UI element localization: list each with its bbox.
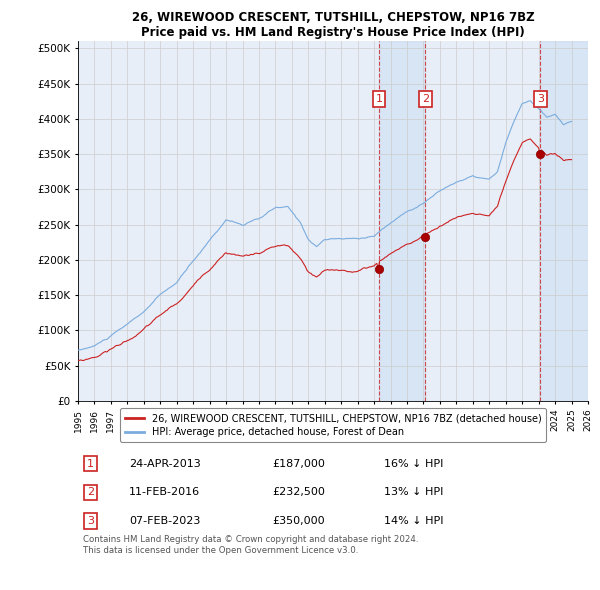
Text: 16% ↓ HPI: 16% ↓ HPI (384, 458, 443, 468)
Title: 26, WIREWOOD CRESCENT, TUTSHILL, CHEPSTOW, NP16 7BZ
Price paid vs. HM Land Regis: 26, WIREWOOD CRESCENT, TUTSHILL, CHEPSTO… (131, 11, 535, 39)
Text: 14% ↓ HPI: 14% ↓ HPI (384, 516, 443, 526)
Text: 1: 1 (376, 94, 382, 104)
Legend: 26, WIREWOOD CRESCENT, TUTSHILL, CHEPSTOW, NP16 7BZ (detached house), HPI: Avera: 26, WIREWOOD CRESCENT, TUTSHILL, CHEPSTO… (119, 408, 547, 442)
Text: £232,500: £232,500 (272, 487, 325, 497)
Text: £187,000: £187,000 (272, 458, 325, 468)
Text: 13% ↓ HPI: 13% ↓ HPI (384, 487, 443, 497)
Text: 3: 3 (537, 94, 544, 104)
Text: 11-FEB-2016: 11-FEB-2016 (129, 487, 200, 497)
Text: 07-FEB-2023: 07-FEB-2023 (129, 516, 200, 526)
Text: £350,000: £350,000 (272, 516, 325, 526)
Text: 24-APR-2013: 24-APR-2013 (129, 458, 201, 468)
Text: 2: 2 (422, 94, 429, 104)
Text: 1: 1 (87, 458, 94, 468)
Text: Contains HM Land Registry data © Crown copyright and database right 2024.
This d: Contains HM Land Registry data © Crown c… (83, 535, 419, 555)
Text: 3: 3 (87, 516, 94, 526)
Text: 2: 2 (87, 487, 94, 497)
Bar (540, 41, 588, 401)
Bar (379, 41, 425, 401)
